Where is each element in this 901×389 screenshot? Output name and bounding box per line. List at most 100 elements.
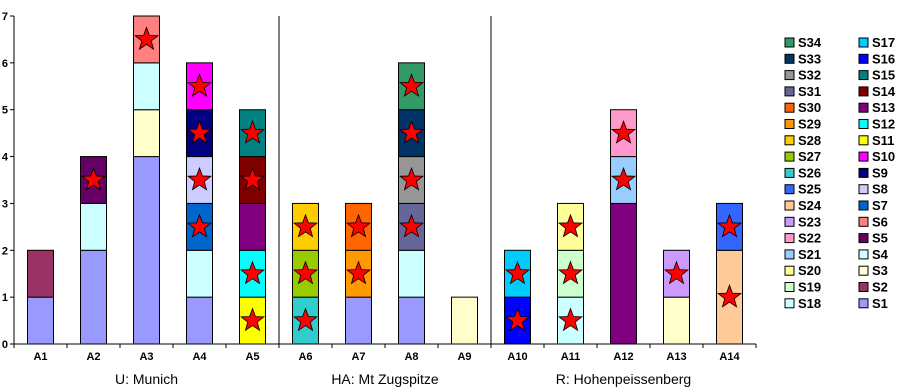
legend-label-s23: S23 [798, 214, 821, 229]
legend-swatch-s24 [784, 200, 795, 211]
star-marker [557, 260, 584, 285]
legend-label-s6: S6 [872, 214, 888, 229]
star-marker [398, 73, 425, 97]
star-marker [292, 213, 319, 238]
legend-label-s27: S27 [798, 149, 821, 164]
group-label: R: Hohenpeissenberg [556, 371, 691, 387]
legend-label-s3: S3 [872, 263, 888, 278]
star-marker [557, 307, 584, 332]
bar-segment-a7-s30 [345, 202, 372, 251]
legend-label-s13: S13 [872, 100, 895, 115]
star-marker [345, 213, 372, 238]
star-marker [663, 260, 690, 285]
bar-segment-a3-s3 [133, 109, 160, 158]
star-marker [239, 166, 266, 191]
bar-segment-a4-s4 [186, 249, 213, 298]
legend-swatch-s6 [858, 216, 869, 227]
legend-swatch-s27 [784, 151, 795, 162]
y-tick-label: 7 [2, 11, 8, 23]
bar-segment-a11-s18 [557, 296, 584, 345]
legend-swatch-s34 [784, 37, 795, 48]
legend-swatch-s2 [858, 282, 869, 292]
bar-segment-a2-s1 [80, 249, 107, 345]
legend-swatch-s11 [858, 135, 869, 146]
y-tick-label: 3 [2, 198, 8, 210]
legend-swatch-s7 [858, 200, 869, 211]
star-marker [610, 166, 637, 191]
legend-label-s22: S22 [798, 231, 821, 246]
x-tick-label-a12: A12 [613, 351, 633, 363]
group-label: U: Munich [115, 371, 178, 387]
x-tick-label-a9: A9 [457, 351, 471, 363]
legend-swatch-s29 [784, 119, 795, 129]
legend-swatch-s33 [784, 53, 795, 64]
star-marker [610, 119, 637, 144]
legend-swatch-s13 [858, 102, 869, 113]
star-marker [292, 260, 319, 285]
legend-label-s10: S10 [872, 149, 895, 164]
legend-swatch-s14 [858, 86, 869, 97]
bar-segment-a9-s3 [451, 296, 478, 345]
star-marker [504, 307, 531, 332]
legend-label-s26: S26 [798, 165, 821, 180]
x-tick-label-a2: A2 [86, 351, 100, 363]
legend-swatch-s19 [784, 282, 795, 292]
star-marker [557, 213, 584, 238]
bar-segment-a3-s4 [133, 62, 160, 111]
bar-segment-a3-s6 [133, 15, 160, 64]
chart-bars [27, 15, 743, 345]
legend-label-s1: S1 [872, 296, 888, 311]
y-tick-label: 6 [2, 58, 8, 70]
bar-segment-a8-s4 [398, 249, 425, 298]
legend-label-s25: S25 [798, 182, 821, 197]
legend-swatch-s17 [858, 37, 869, 48]
legend-swatch-s30 [784, 102, 795, 113]
star-marker [345, 260, 372, 285]
legend-label-s8: S8 [872, 182, 888, 197]
legend-label-s12: S12 [872, 117, 895, 132]
legend-swatch-s18 [784, 298, 795, 309]
legend-swatch-s16 [858, 53, 869, 64]
star-marker [133, 26, 160, 51]
x-tick-label-a1: A1 [33, 351, 47, 363]
x-tick-label-a5: A5 [245, 351, 259, 363]
legend-label-s20: S20 [798, 263, 821, 278]
star-marker [186, 73, 213, 97]
y-tick-label: 4 [2, 152, 9, 164]
legend-swatch-s5 [858, 233, 869, 244]
legend-swatch-s31 [784, 86, 795, 97]
legend-label-s7: S7 [872, 198, 888, 213]
legend-label-s34: S34 [798, 35, 822, 50]
star-marker [716, 213, 743, 238]
star-marker [398, 213, 425, 238]
legend-label-s4: S4 [872, 247, 889, 262]
group-labels: U: Munich HA: Mt Zugspitze R: Hohenpeissen… [115, 371, 691, 387]
star-marker [398, 166, 425, 191]
legend-swatch-s22 [784, 233, 795, 244]
legend-label-s21: S21 [798, 247, 821, 262]
star-marker [239, 307, 266, 332]
y-tick-label: 5 [2, 105, 8, 117]
legend-label-s18: S18 [798, 296, 821, 311]
legend-swatch-s4 [858, 249, 869, 260]
legend-label-s29: S29 [798, 117, 821, 132]
star-marker [716, 283, 743, 308]
x-tick-label-a10: A10 [507, 351, 527, 363]
bar-segment-a12-s13 [610, 202, 637, 345]
legend-swatch-s8 [858, 184, 869, 195]
x-tick-label-a13: A13 [666, 351, 686, 363]
bar-segment-a4-s1 [186, 296, 213, 345]
star-marker [186, 119, 213, 144]
legend-label-s2: S2 [872, 280, 888, 295]
legend-swatch-s3 [858, 265, 869, 276]
legend-label-s14: S14 [872, 84, 896, 99]
legend-swatch-s20 [784, 265, 795, 276]
x-tick-label-a8: A8 [404, 351, 418, 363]
y-tick-label: 2 [2, 245, 8, 257]
bar-segment-a7-s1 [345, 296, 372, 345]
chart-axes: 0 1 2 3 4 5 6 7 [2, 11, 757, 351]
x-tick-labels: A1 A2 A3 A4 A5 A6 A7 A8 A9 A10 A11 A12 A13 A14 [33, 351, 740, 363]
star-marker [186, 213, 213, 238]
